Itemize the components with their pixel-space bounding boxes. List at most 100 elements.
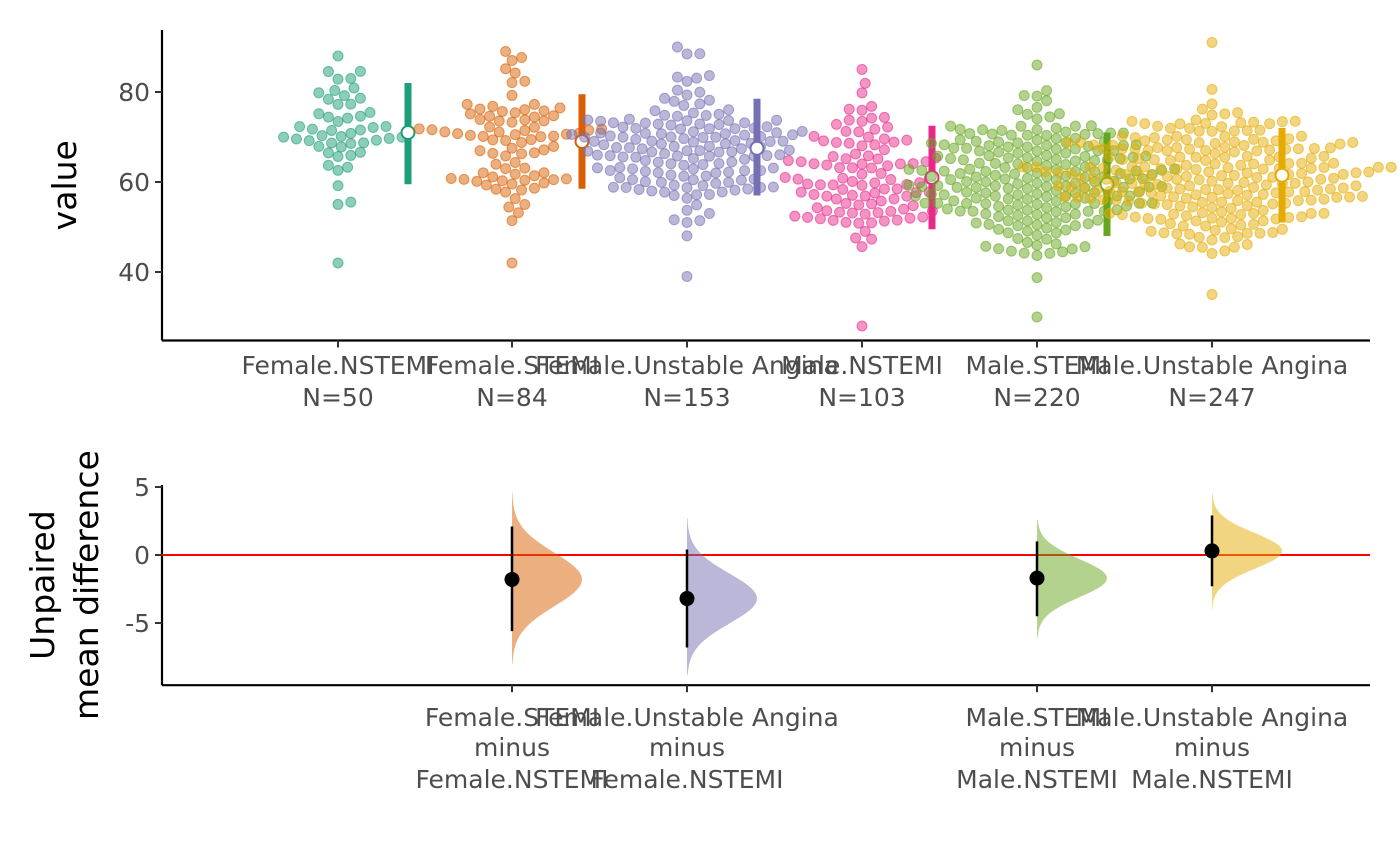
swarm-point [1155,163,1167,175]
x-tick-label-minus: minus [649,733,725,762]
swarm-point [1031,219,1043,231]
swarm-point [1385,161,1397,173]
x-tick-label-test: Male.Unstable Angina [1076,703,1349,732]
swarm-point [1148,132,1160,144]
swarm-point [1180,210,1192,222]
swarm-point [742,183,754,195]
swarm-point [519,162,531,174]
swarm-point [1050,122,1062,134]
swarm-point [808,158,820,170]
swarm-point [1363,166,1375,178]
swarm-point [1305,207,1317,219]
swarm-point [538,177,550,189]
swarm-point [1041,149,1053,161]
swarm-point [332,198,344,210]
swarm-point [1174,238,1186,250]
swarm-point [1002,227,1014,239]
swarm-point [739,153,751,165]
swarm-point [882,160,894,172]
swarm-point [1238,177,1250,189]
swarm-point [1180,170,1192,182]
swarm-point [1228,136,1240,148]
swarm-point [853,217,865,229]
swarm-point [856,104,868,116]
swarm-1 [413,46,608,269]
swarm-point [726,156,738,168]
swarm-point [938,139,950,151]
swarm-point [1334,138,1346,150]
swarm-point [1104,207,1116,219]
swarm-point [345,72,357,84]
swarm-point [840,216,852,228]
swarm-point [1206,37,1218,48]
swarm-point [1079,241,1091,253]
swarm-point [1209,137,1221,149]
swarm-point [1235,219,1247,231]
swarm-point [843,114,855,126]
swarm-point [528,111,540,123]
swarm-point [1097,194,1109,206]
swarm-point [646,146,658,158]
swarm-point [961,142,973,154]
swarm-point [1060,224,1072,236]
swarm-point [1200,154,1212,166]
swarm-point [471,175,483,187]
swarm-point [846,162,858,174]
swarm-point [948,142,960,154]
swarm-point [354,110,366,122]
swarm-point [1012,147,1024,159]
swarm-point [856,179,868,191]
swarm-point [1228,169,1240,181]
swarm-point [1299,186,1311,198]
swarm-point [1196,207,1208,219]
swarm-point [354,92,366,104]
swarm-point [1200,183,1212,195]
swarm-point [1372,161,1384,173]
swarm-point [853,199,865,211]
swarm-point [1066,243,1078,255]
swarm-point [528,170,540,182]
swarm-point [671,41,683,53]
swarm-point [1021,183,1033,195]
swarm-point [487,134,499,146]
swarm-point [681,182,693,194]
swarm-point [655,176,667,188]
swarm-point [639,127,651,139]
swarm-point [1050,206,1062,218]
swarm-point [761,121,773,133]
swarm-point [885,205,897,217]
swarm-point [548,140,560,152]
swarm-point [1254,227,1266,239]
swarm-point [332,164,344,176]
swarm-point [787,129,799,141]
swarm-point [1075,172,1087,184]
swarm-point [668,95,680,107]
swarm-point [1091,184,1103,196]
swarm-point [458,173,470,185]
swarm-point [834,162,846,174]
swarm-point [538,144,550,156]
swarm-point [1088,173,1100,185]
swarm-point [1251,145,1263,157]
swarm-point [668,189,680,201]
swarm-point [1177,220,1189,232]
y-tick-label: 60 [118,168,150,197]
x-tick-label-test: Female.Unstable Angina [535,703,839,732]
swarm-point [891,214,903,226]
swarm-point [999,173,1011,185]
swarm-point [697,159,709,171]
swarm-point [617,121,629,133]
swarm-point [1171,142,1183,154]
swarm-point [1232,195,1244,207]
swarm-point [655,128,667,140]
swarm-point [872,207,884,219]
swarm-point [1129,143,1141,155]
swarm-point [509,129,521,141]
swarm-point [840,153,852,165]
swarm-point [687,153,699,165]
swarm-point [859,190,871,202]
swarm-point [954,205,966,217]
swarm-point [329,85,341,97]
swarm-point [659,92,671,104]
swarm-point [694,98,706,110]
